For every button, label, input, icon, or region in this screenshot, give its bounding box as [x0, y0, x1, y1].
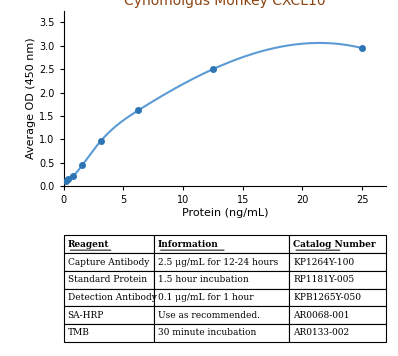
FancyBboxPatch shape	[289, 324, 386, 342]
FancyBboxPatch shape	[289, 306, 386, 324]
X-axis label: Protein (ng/mL): Protein (ng/mL)	[181, 208, 268, 218]
Text: AR0068-001: AR0068-001	[293, 311, 350, 320]
FancyBboxPatch shape	[289, 271, 386, 289]
FancyBboxPatch shape	[64, 324, 154, 342]
FancyBboxPatch shape	[154, 235, 289, 253]
FancyBboxPatch shape	[64, 235, 154, 253]
FancyBboxPatch shape	[289, 253, 386, 271]
Text: 30 minute incubation: 30 minute incubation	[158, 328, 256, 337]
FancyBboxPatch shape	[64, 289, 154, 306]
FancyBboxPatch shape	[289, 235, 386, 253]
Y-axis label: Average OD (450 nm): Average OD (450 nm)	[26, 38, 36, 159]
FancyBboxPatch shape	[64, 306, 154, 324]
Text: Detection Antibody: Detection Antibody	[68, 293, 156, 302]
Text: 1.5 hour incubation: 1.5 hour incubation	[158, 275, 249, 284]
Text: AR0133-002: AR0133-002	[293, 328, 349, 337]
FancyBboxPatch shape	[64, 271, 154, 289]
FancyBboxPatch shape	[154, 289, 289, 306]
FancyBboxPatch shape	[154, 324, 289, 342]
Text: SA-HRP: SA-HRP	[68, 311, 104, 320]
Text: RP1181Y-005: RP1181Y-005	[293, 275, 355, 284]
Text: Standard Protein: Standard Protein	[68, 275, 147, 284]
Text: 2.5 μg/mL for 12-24 hours: 2.5 μg/mL for 12-24 hours	[158, 257, 278, 267]
Text: Capture Antibody: Capture Antibody	[68, 257, 149, 267]
Text: Use as recommended.: Use as recommended.	[158, 311, 260, 320]
Title: Cynomolgus Monkey CXCL10: Cynomolgus Monkey CXCL10	[124, 0, 326, 8]
Text: KPB1265Y-050: KPB1265Y-050	[293, 293, 361, 302]
Text: TMB: TMB	[68, 328, 90, 337]
Text: KP1264Y-100: KP1264Y-100	[293, 257, 354, 267]
Text: Information: Information	[158, 240, 219, 249]
Text: Reagent: Reagent	[68, 240, 109, 249]
FancyBboxPatch shape	[289, 289, 386, 306]
FancyBboxPatch shape	[154, 253, 289, 271]
FancyBboxPatch shape	[154, 271, 289, 289]
Text: 0.1 μg/mL for 1 hour: 0.1 μg/mL for 1 hour	[158, 293, 254, 302]
FancyBboxPatch shape	[64, 253, 154, 271]
FancyBboxPatch shape	[154, 306, 289, 324]
Text: Catalog Number: Catalog Number	[293, 240, 376, 249]
